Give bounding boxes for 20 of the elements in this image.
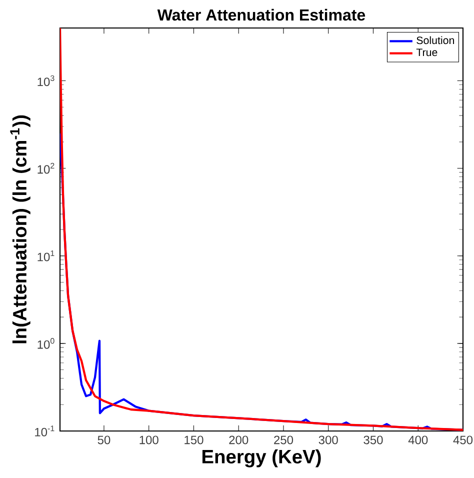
x-tick-label: 350: [364, 436, 383, 444]
y-tick-label: 10$^{2}$: [38, 162, 54, 174]
y-tick-label: 10$^{1}$: [38, 250, 54, 262]
y-tick-label: 10$^{3}$: [38, 75, 54, 86]
x-tick-label: 50: [98, 436, 110, 444]
x-tick-label: 450: [453, 436, 473, 444]
y-axis-title: ln(Attenuation) (ln (cm$^{-1}$)): [10, 115, 30, 344]
legend-label: True: [416, 48, 438, 56]
x-tick-label: 400: [408, 436, 428, 444]
x-tick-label: 100: [140, 436, 158, 444]
x-tick-label: 200: [229, 436, 248, 444]
y-tick-label: 10$^{-1}$: [35, 426, 54, 436]
chart-title: Water Attenuation Estimate: [157, 8, 366, 21]
x-tick-label: 300: [318, 436, 338, 444]
y-tick-label: 10$^{0}$: [38, 338, 54, 349]
line-series: [60, 28, 463, 431]
x-tick-label: 150: [184, 436, 204, 444]
legend-label: Solution: [416, 36, 454, 44]
x-axis-title: Energy (KeV): [202, 449, 321, 468]
x-tick-label: 250: [274, 436, 294, 444]
